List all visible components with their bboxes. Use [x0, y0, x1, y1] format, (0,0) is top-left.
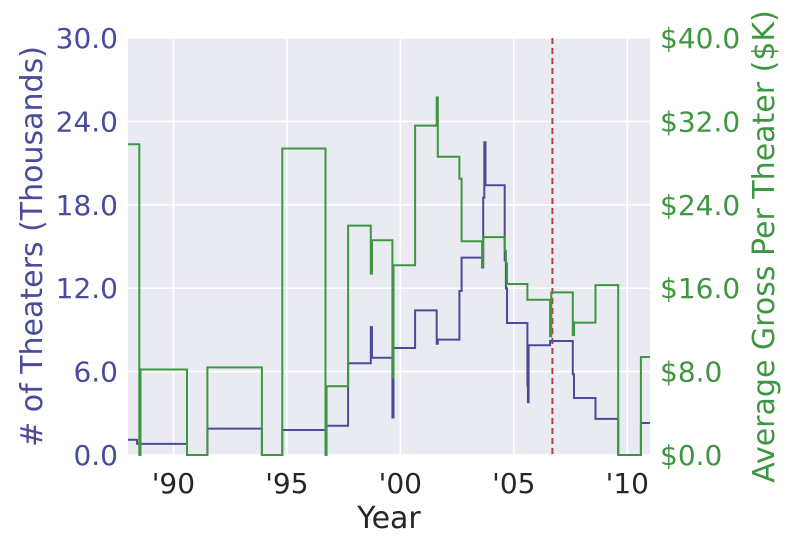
theaters-series-line	[128, 141, 650, 456]
y-tick-label-left: 24.0	[56, 105, 118, 138]
y-tick-label-right: $32.0	[660, 105, 740, 138]
avg-gross-series-line	[128, 96, 650, 456]
x-tick-label: '90	[152, 467, 195, 500]
x-tick-label: '00	[379, 467, 422, 500]
y-tick-label-left: 30.0	[56, 22, 118, 55]
x-tick-label: '95	[265, 467, 308, 500]
y-tick-label-right: $16.0	[660, 272, 740, 305]
y-tick-label-left: 12.0	[56, 272, 118, 305]
plot-area	[128, 38, 650, 455]
y-tick-label-left: 6.0	[73, 356, 118, 389]
y-tick-label-right: $8.0	[660, 356, 722, 389]
x-tick-label: '05	[492, 467, 535, 500]
y-tick-label-right: $40.0	[660, 22, 740, 55]
y-tick-label-right: $0.0	[660, 439, 722, 472]
grid-lines	[128, 37, 650, 456]
y-tick-label-left: 0.0	[73, 439, 118, 472]
x-tick-label: '10	[606, 467, 649, 500]
x-axis-label: Year	[356, 501, 421, 536]
y-tick-label-right: $24.0	[660, 189, 740, 222]
series-group	[128, 96, 650, 456]
y-tick-label-left: 18.0	[56, 189, 118, 222]
y-axis-label-right: Average Gross Per Theater ($K)	[747, 10, 782, 483]
y-axis-label-left: # of Theaters (Thousands)	[15, 46, 50, 447]
tick-labels: 0.0 6.0 12.0 18.0 24.0 30.0 $0.0 $8.0 $16.0 $24.0…	[56, 22, 741, 500]
